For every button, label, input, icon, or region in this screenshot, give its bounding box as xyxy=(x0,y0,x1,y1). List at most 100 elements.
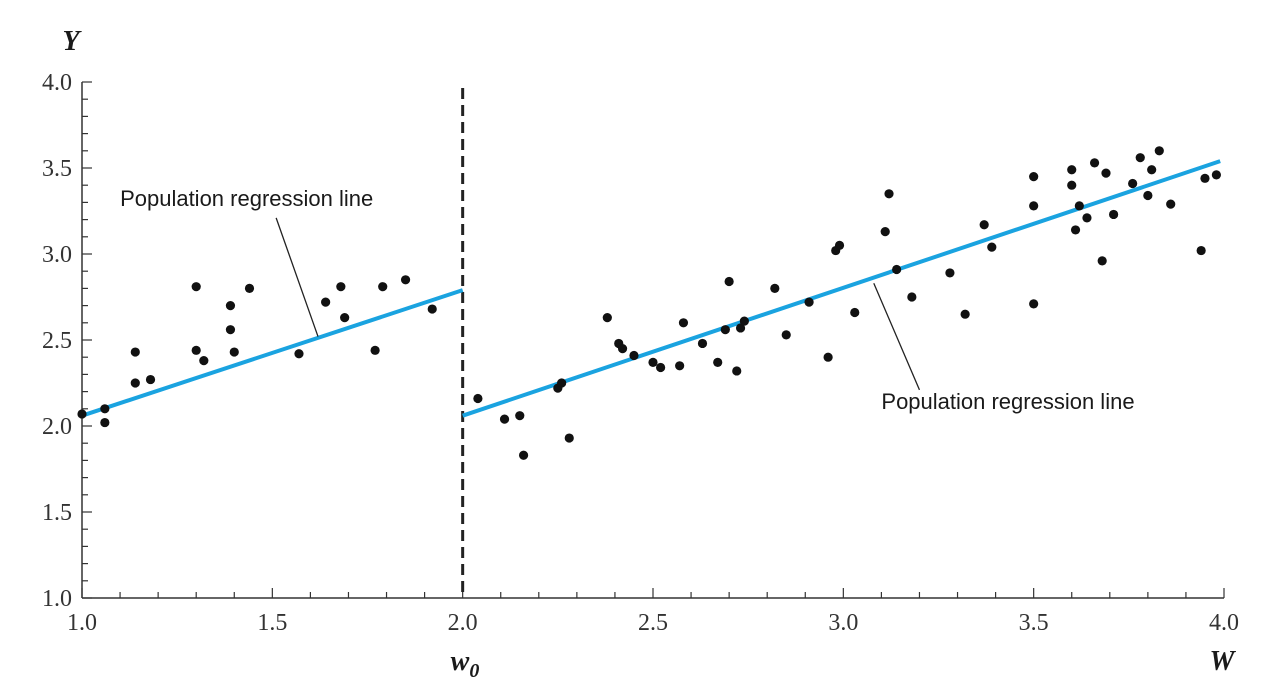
data-point xyxy=(945,268,955,278)
data-point xyxy=(629,350,639,361)
data-points xyxy=(77,146,1221,460)
regression-lines xyxy=(81,159,1221,418)
data-point xyxy=(225,301,236,311)
data-point xyxy=(602,313,612,323)
data-point xyxy=(675,361,685,371)
annotation-label: Population regression line xyxy=(120,186,373,211)
data-point xyxy=(1029,172,1039,182)
data-point xyxy=(518,450,529,460)
y-axis-title: Y xyxy=(62,26,82,57)
annotations: Population regression line Population reg… xyxy=(120,186,1135,414)
data-point xyxy=(720,325,730,335)
data-point xyxy=(100,404,110,414)
data-point xyxy=(979,220,989,230)
data-point xyxy=(735,323,746,333)
y-tick-label: 2.5 xyxy=(42,328,72,354)
data-point xyxy=(1029,299,1039,309)
threshold-label: w0 xyxy=(451,646,480,682)
x-tick-label: 1.0 xyxy=(67,610,97,636)
data-point xyxy=(321,297,331,307)
data-point xyxy=(884,189,894,199)
data-point xyxy=(1067,180,1077,190)
data-point xyxy=(850,307,860,318)
data-point xyxy=(781,330,791,340)
data-point xyxy=(1101,168,1111,178)
data-point xyxy=(244,283,255,293)
data-point xyxy=(145,374,156,385)
data-point xyxy=(1089,158,1100,168)
data-point xyxy=(678,318,689,328)
data-point xyxy=(1109,209,1119,220)
data-point xyxy=(1200,173,1210,183)
data-point xyxy=(1070,225,1081,235)
data-point xyxy=(1074,201,1084,211)
data-point xyxy=(378,282,388,292)
threshold-label-subscript: 0 xyxy=(469,660,479,682)
data-point xyxy=(1154,146,1164,156)
data-point xyxy=(340,313,350,323)
x-tick-label: 4.0 xyxy=(1209,610,1239,636)
data-point xyxy=(987,242,997,252)
data-point xyxy=(960,309,970,319)
data-point xyxy=(77,409,87,419)
data-point xyxy=(1166,199,1176,209)
x-tick-label: 3.0 xyxy=(828,610,858,636)
x-tick-label: 1.5 xyxy=(257,610,287,636)
y-tick-label: 1.0 xyxy=(42,586,72,612)
data-point xyxy=(1097,256,1107,266)
data-point xyxy=(100,417,110,428)
data-point xyxy=(770,283,780,293)
data-point xyxy=(191,345,201,355)
y-tick-label: 3.0 xyxy=(42,242,72,268)
data-point xyxy=(656,362,666,373)
regression-line xyxy=(462,159,1221,418)
data-point xyxy=(199,356,209,366)
data-point xyxy=(1082,213,1092,223)
data-point xyxy=(739,316,749,326)
y-tick-label: 4.0 xyxy=(42,70,72,96)
y-tick-label: 2.0 xyxy=(42,414,72,440)
data-point xyxy=(732,366,742,376)
data-point xyxy=(499,414,510,424)
data-point xyxy=(617,344,628,354)
data-point xyxy=(724,276,734,287)
data-point xyxy=(804,297,814,307)
data-point xyxy=(907,292,917,302)
data-point xyxy=(225,325,236,335)
x-tick-label: 3.5 xyxy=(1019,610,1049,636)
data-point xyxy=(1135,153,1145,163)
data-point xyxy=(564,433,574,443)
data-point xyxy=(473,393,483,404)
data-point xyxy=(191,282,201,292)
data-point xyxy=(400,275,411,285)
annotation-label: Population regression line xyxy=(881,389,1134,414)
data-point xyxy=(427,304,437,314)
data-point xyxy=(1067,165,1077,175)
data-point xyxy=(880,227,890,237)
data-point xyxy=(1029,201,1039,211)
data-point xyxy=(823,352,833,362)
data-point xyxy=(557,378,567,388)
regression-line xyxy=(81,288,464,418)
data-point xyxy=(515,411,525,421)
data-point xyxy=(1147,165,1157,175)
x-tick-label: 2.5 xyxy=(638,610,668,636)
y-tick-label: 1.5 xyxy=(42,500,72,526)
data-point xyxy=(336,282,346,292)
data-point xyxy=(130,378,140,388)
y-tick-label: 3.5 xyxy=(42,156,72,182)
data-point xyxy=(1211,170,1221,180)
annotation-pointer xyxy=(873,282,921,391)
data-point xyxy=(1143,190,1153,201)
x-axis-title: W xyxy=(1210,646,1237,677)
data-point xyxy=(130,347,140,357)
data-point xyxy=(697,338,708,349)
data-point xyxy=(1196,245,1206,256)
data-point xyxy=(713,357,723,367)
data-point xyxy=(294,349,304,359)
data-point xyxy=(648,357,658,367)
x-tick-label: 2.0 xyxy=(448,610,478,636)
data-point xyxy=(370,345,380,355)
data-point xyxy=(1128,178,1138,189)
